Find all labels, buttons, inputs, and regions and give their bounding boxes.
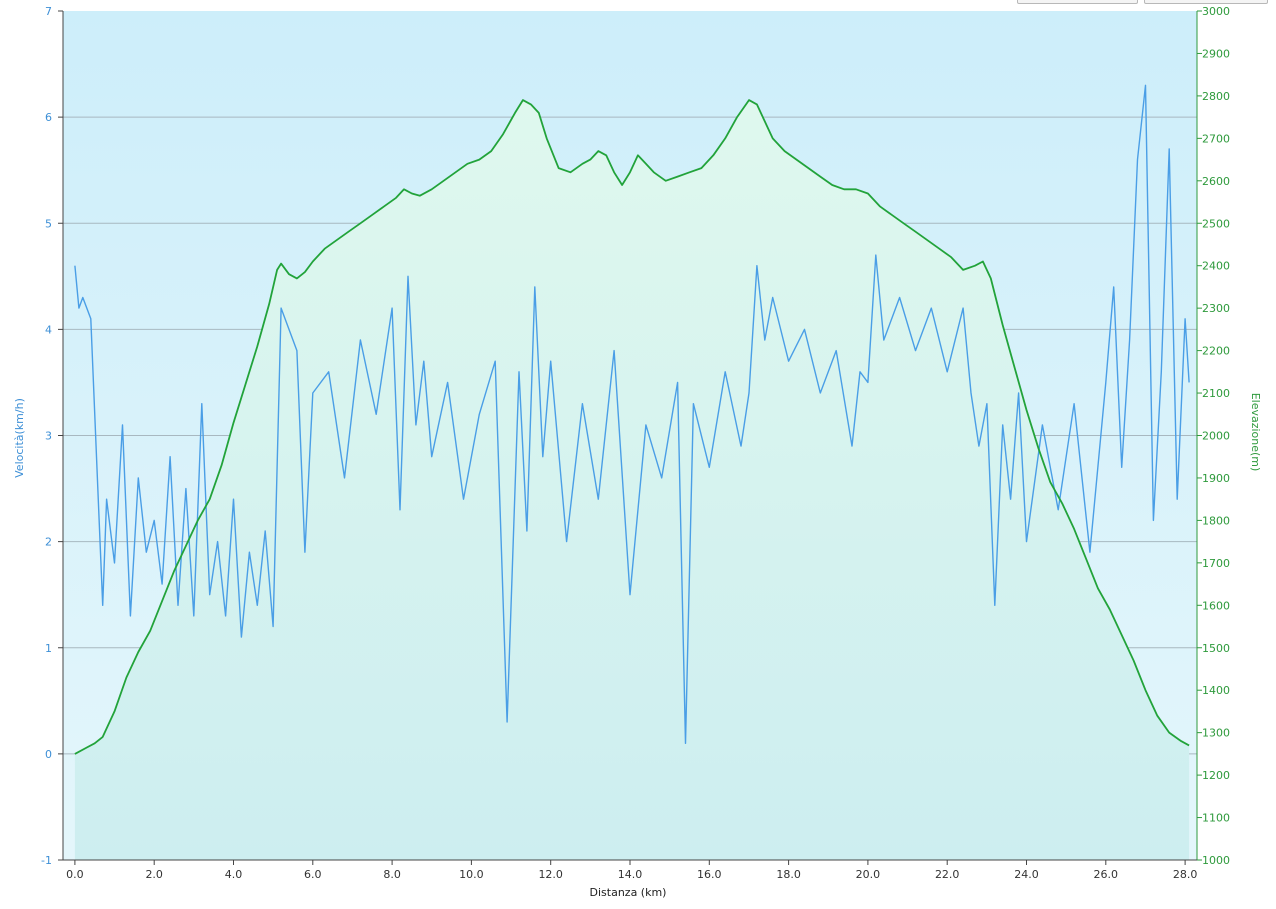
x-tick-label: 22.0 — [935, 868, 960, 881]
x-tick-label: 10.0 — [459, 868, 484, 881]
right-tick-label: 2000 — [1202, 430, 1230, 443]
x-tick-label: 2.0 — [145, 868, 163, 881]
top-control-box[interactable] — [1017, 0, 1138, 4]
right-tick-label: 1600 — [1202, 599, 1230, 612]
x-tick-label: 4.0 — [225, 868, 243, 881]
right-tick-label: 2800 — [1202, 90, 1230, 103]
right-tick-label: 2900 — [1202, 47, 1230, 60]
right-axis-ticks: 1000 1100 1200 1300 1400 1500 1600 1700 1800 1900… — [1197, 5, 1230, 867]
x-tick-label: 0.0 — [66, 868, 84, 881]
right-tick-label: 2200 — [1202, 345, 1230, 358]
left-tick-label: 0 — [45, 748, 52, 761]
right-tick-label: 1300 — [1202, 727, 1230, 740]
y-axis-right-label: Elevazione(m) — [1249, 393, 1262, 472]
left-tick-label: 5 — [45, 217, 52, 230]
left-tick-label: 4 — [45, 323, 52, 336]
x-tick-label: 16.0 — [697, 868, 722, 881]
x-axis-ticks: 0.0 2.0 4.0 6.0 8.0 10.0 12.0 14.0 16.0 18.0 20.0 2… — [66, 860, 1197, 881]
left-tick-label: -1 — [41, 854, 52, 867]
right-tick-label: 1800 — [1202, 514, 1230, 527]
left-tick-label: 2 — [45, 536, 52, 549]
left-axis-ticks: -1 0 1 2 3 4 5 6 7 — [41, 5, 63, 867]
left-tick-label: 1 — [45, 642, 52, 655]
elevation-series-line — [74, 99, 1190, 755]
right-tick-label: 3000 — [1202, 5, 1230, 18]
x-axis-label: Distanza (km) — [590, 886, 667, 899]
x-tick-label: 12.0 — [538, 868, 563, 881]
x-tick-label: 20.0 — [856, 868, 881, 881]
x-tick-label: 14.0 — [618, 868, 643, 881]
x-tick-label: 26.0 — [1094, 868, 1119, 881]
right-tick-label: 1100 — [1202, 812, 1230, 825]
right-tick-label: 1700 — [1202, 557, 1230, 570]
x-tick-label: 18.0 — [776, 868, 801, 881]
right-tick-label: 2100 — [1202, 387, 1230, 400]
right-tick-label: 1200 — [1202, 769, 1230, 782]
top-control-box[interactable] — [1144, 0, 1268, 4]
right-tick-label: 1400 — [1202, 684, 1230, 697]
speed-series-line — [74, 84, 1190, 744]
elevation-area — [74, 100, 1190, 860]
right-tick-label: 1000 — [1202, 854, 1230, 867]
left-tick-label: 6 — [45, 111, 52, 124]
left-tick-label: 3 — [45, 430, 52, 443]
right-tick-label: 2700 — [1202, 132, 1230, 145]
right-tick-label: 2300 — [1202, 302, 1230, 315]
right-tick-label: 2600 — [1202, 175, 1230, 188]
right-tick-label: 2500 — [1202, 217, 1230, 230]
x-tick-label: 6.0 — [304, 868, 322, 881]
y-axis-left-label: Velocità(km/h) — [13, 398, 26, 478]
right-tick-label: 1500 — [1202, 642, 1230, 655]
x-tick-label: 8.0 — [383, 868, 401, 881]
x-tick-label: 24.0 — [1014, 868, 1039, 881]
right-tick-label: 2400 — [1202, 260, 1230, 273]
right-tick-label: 1900 — [1202, 472, 1230, 485]
x-tick-label: 28.0 — [1173, 868, 1198, 881]
left-tick-label: 7 — [45, 5, 52, 18]
